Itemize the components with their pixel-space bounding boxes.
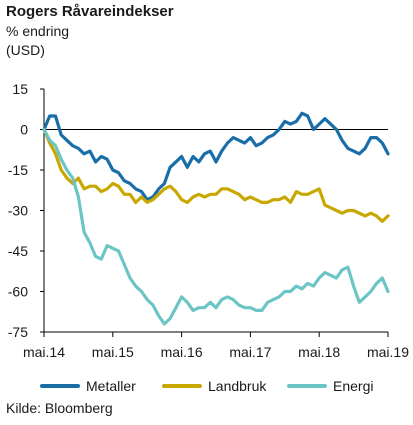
y-tick-label: -75 bbox=[8, 324, 28, 340]
legend-swatch-metaller bbox=[40, 384, 80, 388]
series-line-metaller bbox=[42, 111, 390, 202]
source-note: Kilde: Bloomberg bbox=[6, 400, 113, 416]
y-axis: 15 0 -15 -30 -45 -60 -75 bbox=[8, 81, 388, 340]
subtitle-unit: % endring bbox=[6, 23, 70, 39]
legend-item-energi: Energi bbox=[287, 378, 373, 394]
chart-subtitle: % endring (USD) bbox=[6, 22, 69, 60]
x-tick-label: mai.16 bbox=[161, 344, 203, 360]
legend-swatch-energi bbox=[287, 384, 327, 388]
y-tick-label: 0 bbox=[20, 122, 28, 138]
chart-legend: Metaller Landbruk Energi bbox=[0, 378, 413, 394]
x-tick-label: mai.17 bbox=[229, 344, 271, 360]
series-line-landbruk bbox=[42, 127, 390, 223]
legend-label-energi: Energi bbox=[333, 378, 374, 394]
y-tick-label: -60 bbox=[8, 284, 28, 300]
legend-swatch-landbruk bbox=[162, 384, 202, 388]
x-axis: mai.14 mai.15 mai.16 mai.17 mai.18 mai.19 bbox=[23, 331, 409, 360]
x-tick-label: mai.18 bbox=[298, 344, 340, 360]
legend-item-landbruk: Landbruk bbox=[162, 378, 266, 394]
legend-item-metaller: Metaller bbox=[40, 378, 136, 394]
y-tick-label: 15 bbox=[12, 81, 28, 97]
legend-label-landbruk: Landbruk bbox=[208, 378, 267, 394]
x-tick-label: mai.14 bbox=[23, 344, 65, 360]
chart-title: Rogers Råvareindekser bbox=[6, 3, 174, 20]
y-tick-label: -45 bbox=[8, 243, 28, 259]
subtitle-currency: (USD) bbox=[6, 42, 45, 58]
y-tick-label: -15 bbox=[8, 162, 28, 178]
series-line-energi bbox=[42, 127, 390, 326]
x-tick-label: mai.19 bbox=[367, 344, 409, 360]
series-lines bbox=[42, 111, 390, 326]
legend-label-metaller: Metaller bbox=[86, 378, 136, 394]
x-tick-label: mai.15 bbox=[92, 344, 134, 360]
y-tick-label: -30 bbox=[8, 203, 28, 219]
